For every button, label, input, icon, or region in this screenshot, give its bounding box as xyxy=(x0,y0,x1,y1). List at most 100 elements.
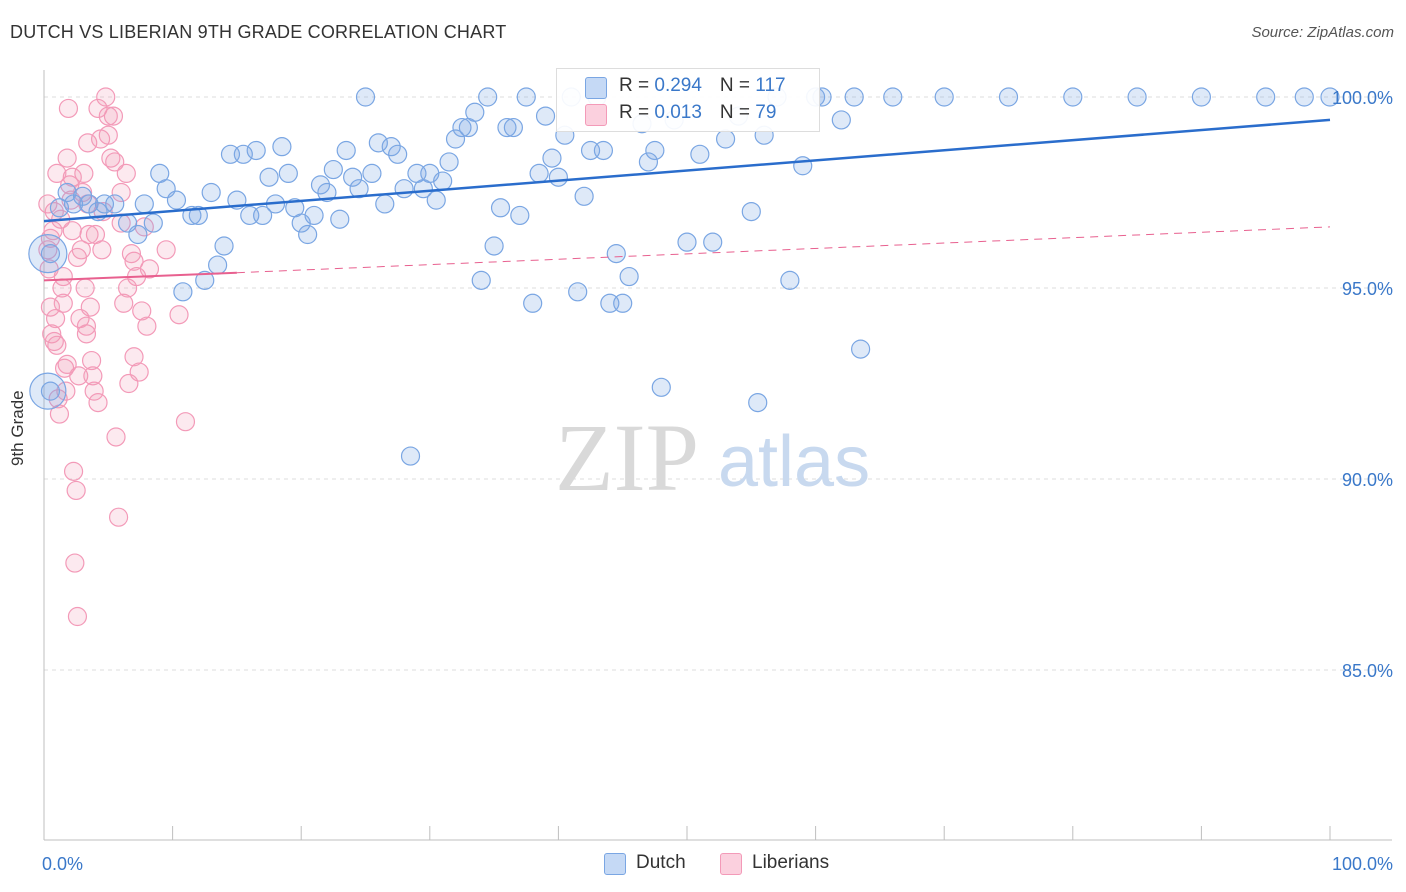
dutch-point xyxy=(253,205,273,226)
dutch-point xyxy=(214,236,234,256)
dutch-point xyxy=(28,234,68,274)
liberians-point xyxy=(62,221,82,241)
liberians-point xyxy=(66,480,86,501)
dutch-n-value: 117 xyxy=(755,75,786,96)
dutch-point xyxy=(317,182,337,203)
liberians-point xyxy=(47,163,67,183)
dutch-point xyxy=(400,446,421,466)
dutch-point xyxy=(355,87,376,107)
dutch-point xyxy=(195,270,215,290)
dutch-point xyxy=(478,87,498,107)
dutch-r-label: R = xyxy=(619,75,655,96)
dutch-point xyxy=(1127,87,1147,107)
liberians-point xyxy=(53,293,73,313)
dutch-point xyxy=(619,266,639,287)
dutch-point xyxy=(793,156,813,176)
liberians-point xyxy=(111,182,131,203)
dutch-point xyxy=(394,179,414,199)
liberians-point xyxy=(132,301,152,321)
dutch-point xyxy=(1256,87,1276,107)
dutch-legend-icon xyxy=(604,853,626,875)
dutch-point xyxy=(259,167,279,187)
liberians-point xyxy=(84,381,104,401)
dutch-point xyxy=(233,144,253,164)
dutch-point xyxy=(535,106,556,126)
liberians-point xyxy=(38,194,58,214)
liberians-trend-projection xyxy=(236,226,1331,274)
liberians-point xyxy=(45,308,66,329)
tick-labels: 85.0% 90.0% 95.0% 100.0% 0.0% 100.0% xyxy=(42,88,1393,874)
dutch-point xyxy=(542,148,562,168)
dutch-point xyxy=(143,213,163,233)
dutch-point xyxy=(246,140,266,161)
dutch-point xyxy=(484,236,504,256)
dutch-point xyxy=(188,205,208,226)
liberians-point xyxy=(114,293,134,313)
liberians-point xyxy=(88,98,108,119)
dutch-swatch-icon xyxy=(585,77,607,99)
dutch-point xyxy=(40,244,61,264)
dutch-point xyxy=(851,339,871,359)
dutch-point xyxy=(606,244,626,264)
dutch-point xyxy=(426,190,446,210)
dutch-point xyxy=(523,293,543,313)
liberians-point xyxy=(57,148,77,168)
dutch-n-label: N = xyxy=(719,75,756,96)
dutch-point xyxy=(677,232,697,252)
liberians-point xyxy=(98,106,118,126)
liberians-point xyxy=(67,247,88,268)
liberians-point xyxy=(76,324,97,344)
dutch-point xyxy=(465,102,485,122)
dutch-point xyxy=(715,129,736,149)
liberians-point xyxy=(67,606,88,627)
liberians-point xyxy=(80,297,100,317)
dutch-point xyxy=(278,163,298,183)
dutch-point xyxy=(510,205,530,226)
dutch-point xyxy=(613,293,633,313)
liberians-point xyxy=(98,125,118,145)
dutch-point xyxy=(298,224,318,245)
dutch-point xyxy=(1294,87,1314,107)
dutch-point xyxy=(998,87,1019,107)
dutch-point xyxy=(490,198,511,218)
dutch-point xyxy=(844,87,864,107)
liberians-point xyxy=(175,412,196,432)
liberians-r-value: 0.013 xyxy=(654,102,702,123)
watermark: ZIP atlas xyxy=(555,404,870,511)
dutch-point xyxy=(741,202,761,222)
liberians-point xyxy=(81,350,102,371)
liberians-point xyxy=(139,259,160,279)
dutch-point xyxy=(568,282,588,302)
y-tick-label: 85.0% xyxy=(1342,661,1393,681)
dutch-point xyxy=(362,163,382,183)
dutch-point xyxy=(72,186,93,206)
liberians-point xyxy=(88,393,108,413)
chart-title: DUTCH VS LIBERIAN 9TH GRADE CORRELATION … xyxy=(10,22,507,42)
stats-legend: R = 0.294 N = 117 R = 0.013 N = 79 xyxy=(556,68,820,132)
liberians-point xyxy=(74,163,94,183)
dutch-point xyxy=(323,159,343,180)
liberians-point xyxy=(69,366,89,386)
dutch-point xyxy=(201,182,221,203)
dutch-point xyxy=(49,198,70,218)
dutch-point xyxy=(128,224,148,245)
dutch-point xyxy=(388,144,408,164)
liberians-point xyxy=(40,297,61,317)
y-tick-label: 100.0% xyxy=(1332,88,1393,108)
y-axis-label: 9th Grade xyxy=(8,390,27,466)
liberians-r-label: R = xyxy=(619,102,655,123)
dutch-point xyxy=(529,163,549,183)
dutch-point xyxy=(1063,87,1083,107)
dutch-point xyxy=(471,270,491,290)
dutch-point xyxy=(883,87,903,107)
dutch-point xyxy=(934,87,954,107)
liberians-point xyxy=(48,389,68,409)
dutch-point xyxy=(748,393,768,413)
liberians-point xyxy=(124,251,144,271)
dutch-point xyxy=(208,255,228,275)
dutch-points xyxy=(28,87,1340,466)
x-tick-label-min: 0.0% xyxy=(42,854,83,874)
dutch-point xyxy=(439,152,459,172)
liberians-point xyxy=(58,98,79,119)
dutch-point xyxy=(134,194,154,214)
